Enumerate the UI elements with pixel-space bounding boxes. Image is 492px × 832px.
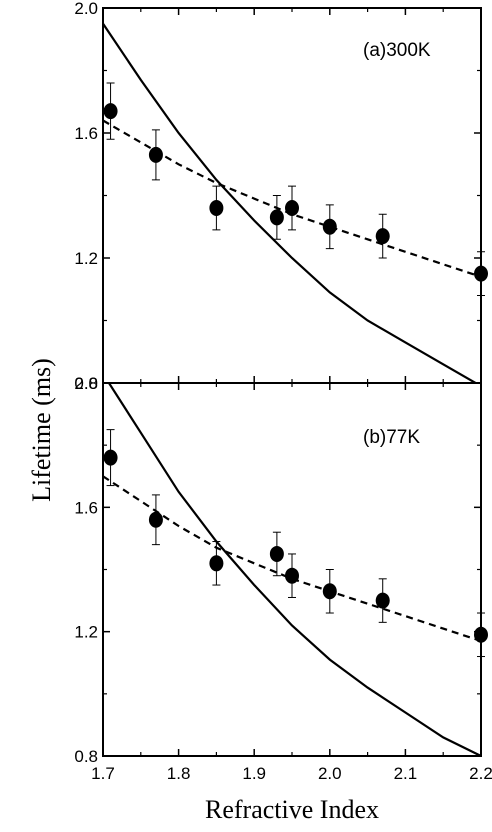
data-point — [375, 228, 390, 245]
y-tick-label: 2.0 — [74, 374, 98, 393]
plot-area — [103, 383, 481, 756]
data-point — [103, 449, 118, 466]
y-axis-title: Lifetime (ms) — [27, 358, 56, 502]
data-point — [375, 592, 390, 609]
data-point — [269, 209, 284, 226]
data-point — [474, 265, 488, 282]
x-tick-label: 2.1 — [394, 764, 418, 783]
y-tick-label: 1.6 — [74, 124, 98, 143]
panel-label: (b)77K — [363, 427, 420, 448]
y-tick-label: 0.8 — [74, 747, 98, 766]
y-tick-label: 0.8 — [74, 374, 98, 393]
panel-b-77k: 0.8 1.2 1.6 2.0 1.7 1.8 1.9 2.0 2.1 2.2 (b)77K — [74, 374, 492, 783]
panel-label: (a)300K — [363, 40, 431, 61]
x-tick-label: 2.2 — [469, 764, 492, 783]
y-tick-label: 1.2 — [74, 623, 98, 642]
data-point — [148, 511, 163, 528]
panel-a-300k: 0.8 1.2 1.6 2.0 (a)300K — [74, 0, 488, 393]
x-tick-label: 1.9 — [242, 764, 266, 783]
data-point — [285, 200, 299, 216]
solid-fit-line — [107, 383, 481, 756]
x-tick-label: 1.7 — [91, 764, 115, 783]
y-tick-label: 2.0 — [74, 0, 98, 18]
y-tick-label: 1.6 — [74, 498, 98, 517]
dashed-fit-line — [103, 119, 481, 278]
data-point — [209, 200, 224, 216]
plot-area — [103, 22, 481, 383]
data-point — [148, 146, 163, 163]
data-point — [269, 545, 284, 562]
data-point — [103, 103, 118, 120]
data-point — [322, 583, 337, 600]
x-tick-label: 1.8 — [167, 764, 191, 783]
data-point — [209, 555, 224, 572]
dashed-fit-line — [103, 475, 481, 643]
x-tick-label: 2.0 — [318, 764, 342, 783]
data-point — [474, 626, 488, 643]
solid-fit-line — [103, 22, 478, 383]
x-axis-title: Refractive Index — [205, 795, 379, 824]
data-point — [322, 218, 337, 235]
data-point — [285, 567, 299, 584]
y-tick-label: 1.2 — [74, 249, 98, 268]
